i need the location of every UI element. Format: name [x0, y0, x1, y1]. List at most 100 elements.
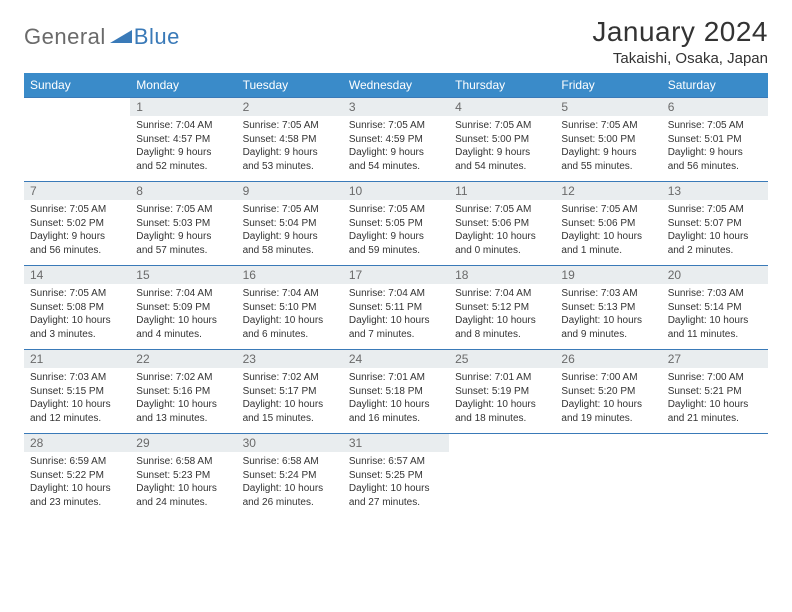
- sunset-text: Sunset: 5:21 PM: [668, 385, 762, 399]
- calendar-cell: .: [555, 434, 661, 518]
- sunrise-text: Sunrise: 7:05 AM: [455, 203, 549, 217]
- daylight-line1: Daylight: 10 hours: [455, 398, 549, 412]
- sunset-text: Sunset: 5:06 PM: [561, 217, 655, 231]
- day-body: Sunrise: 7:04 AMSunset: 5:12 PMDaylight:…: [449, 284, 555, 349]
- daylight-line1: Daylight: 9 hours: [243, 146, 337, 160]
- day-number: 22: [130, 350, 236, 368]
- daylight-line2: and 19 minutes.: [561, 412, 655, 426]
- calendar-cell: 18Sunrise: 7:04 AMSunset: 5:12 PMDayligh…: [449, 266, 555, 350]
- day-body: Sunrise: 7:03 AMSunset: 5:13 PMDaylight:…: [555, 284, 661, 349]
- calendar-cell: 31Sunrise: 6:57 AMSunset: 5:25 PMDayligh…: [343, 434, 449, 518]
- sunset-text: Sunset: 5:15 PM: [30, 385, 124, 399]
- day-number: 17: [343, 266, 449, 284]
- day-body: Sunrise: 7:05 AMSunset: 4:59 PMDaylight:…: [343, 116, 449, 181]
- calendar-week-row: 14Sunrise: 7:05 AMSunset: 5:08 PMDayligh…: [24, 266, 768, 350]
- sunrise-text: Sunrise: 7:04 AM: [136, 119, 230, 133]
- triangle-icon: [110, 27, 132, 48]
- day-body: Sunrise: 7:01 AMSunset: 5:19 PMDaylight:…: [449, 368, 555, 433]
- calendar-cell: 26Sunrise: 7:00 AMSunset: 5:20 PMDayligh…: [555, 350, 661, 434]
- calendar-cell: 20Sunrise: 7:03 AMSunset: 5:14 PMDayligh…: [662, 266, 768, 350]
- sunrise-text: Sunrise: 6:58 AM: [243, 455, 337, 469]
- sunrise-text: Sunrise: 7:03 AM: [561, 287, 655, 301]
- daylight-line2: and 8 minutes.: [455, 328, 549, 342]
- day-body: Sunrise: 6:58 AMSunset: 5:24 PMDaylight:…: [237, 452, 343, 517]
- day-body: Sunrise: 6:59 AMSunset: 5:22 PMDaylight:…: [24, 452, 130, 517]
- sunset-text: Sunset: 5:23 PM: [136, 469, 230, 483]
- daylight-line1: Daylight: 10 hours: [243, 482, 337, 496]
- sunrise-text: Sunrise: 7:05 AM: [455, 119, 549, 133]
- daylight-line1: Daylight: 10 hours: [455, 314, 549, 328]
- location: Takaishi, Osaka, Japan: [592, 50, 768, 67]
- day-body: Sunrise: 7:02 AMSunset: 5:16 PMDaylight:…: [130, 368, 236, 433]
- sunrise-text: Sunrise: 7:01 AM: [455, 371, 549, 385]
- calendar-cell: 4Sunrise: 7:05 AMSunset: 5:00 PMDaylight…: [449, 98, 555, 182]
- calendar-cell: 23Sunrise: 7:02 AMSunset: 5:17 PMDayligh…: [237, 350, 343, 434]
- day-number: 30: [237, 434, 343, 452]
- calendar-cell: 12Sunrise: 7:05 AMSunset: 5:06 PMDayligh…: [555, 182, 661, 266]
- daylight-line2: and 15 minutes.: [243, 412, 337, 426]
- calendar-cell: .: [24, 98, 130, 182]
- daylight-line2: and 7 minutes.: [349, 328, 443, 342]
- day-number: 25: [449, 350, 555, 368]
- calendar-body: .1Sunrise: 7:04 AMSunset: 4:57 PMDayligh…: [24, 98, 768, 518]
- daylight-line1: Daylight: 9 hours: [349, 146, 443, 160]
- sunrise-text: Sunrise: 6:59 AM: [30, 455, 124, 469]
- daylight-line2: and 16 minutes.: [349, 412, 443, 426]
- day-number: 31: [343, 434, 449, 452]
- calendar-cell: 25Sunrise: 7:01 AMSunset: 5:19 PMDayligh…: [449, 350, 555, 434]
- day-number: 3: [343, 98, 449, 116]
- day-body: Sunrise: 7:05 AMSunset: 5:03 PMDaylight:…: [130, 200, 236, 265]
- day-body: Sunrise: 7:05 AMSunset: 5:06 PMDaylight:…: [555, 200, 661, 265]
- logo-text-blue: Blue: [134, 24, 180, 50]
- daylight-line1: Daylight: 9 hours: [349, 230, 443, 244]
- sunset-text: Sunset: 5:25 PM: [349, 469, 443, 483]
- weekday-sunday: Sunday: [24, 73, 130, 98]
- daylight-line1: Daylight: 10 hours: [561, 230, 655, 244]
- sunrise-text: Sunrise: 7:04 AM: [136, 287, 230, 301]
- day-number: 12: [555, 182, 661, 200]
- sunset-text: Sunset: 5:11 PM: [349, 301, 443, 315]
- day-number: 28: [24, 434, 130, 452]
- calendar-cell: 27Sunrise: 7:00 AMSunset: 5:21 PMDayligh…: [662, 350, 768, 434]
- daylight-line1: Daylight: 10 hours: [243, 398, 337, 412]
- day-number: 15: [130, 266, 236, 284]
- daylight-line1: Daylight: 10 hours: [668, 314, 762, 328]
- calendar-cell: 8Sunrise: 7:05 AMSunset: 5:03 PMDaylight…: [130, 182, 236, 266]
- daylight-line2: and 52 minutes.: [136, 160, 230, 174]
- daylight-line2: and 54 minutes.: [349, 160, 443, 174]
- calendar-week-row: 28Sunrise: 6:59 AMSunset: 5:22 PMDayligh…: [24, 434, 768, 518]
- sunrise-text: Sunrise: 6:57 AM: [349, 455, 443, 469]
- calendar-cell: 2Sunrise: 7:05 AMSunset: 4:58 PMDaylight…: [237, 98, 343, 182]
- daylight-line2: and 0 minutes.: [455, 244, 549, 258]
- daylight-line2: and 27 minutes.: [349, 496, 443, 510]
- day-body: Sunrise: 7:05 AMSunset: 4:58 PMDaylight:…: [237, 116, 343, 181]
- calendar-table: Sunday Monday Tuesday Wednesday Thursday…: [24, 73, 768, 517]
- daylight-line1: Daylight: 10 hours: [30, 314, 124, 328]
- logo: General Blue: [24, 24, 180, 50]
- day-body: Sunrise: 7:03 AMSunset: 5:15 PMDaylight:…: [24, 368, 130, 433]
- sunset-text: Sunset: 5:03 PM: [136, 217, 230, 231]
- day-body: Sunrise: 6:57 AMSunset: 5:25 PMDaylight:…: [343, 452, 449, 517]
- day-body: Sunrise: 7:05 AMSunset: 5:07 PMDaylight:…: [662, 200, 768, 265]
- calendar-cell: 1Sunrise: 7:04 AMSunset: 4:57 PMDaylight…: [130, 98, 236, 182]
- daylight-line1: Daylight: 9 hours: [136, 230, 230, 244]
- sunset-text: Sunset: 5:00 PM: [561, 133, 655, 147]
- day-number: 11: [449, 182, 555, 200]
- sunset-text: Sunset: 5:04 PM: [243, 217, 337, 231]
- day-number: 5: [555, 98, 661, 116]
- day-number: 16: [237, 266, 343, 284]
- calendar-cell: 11Sunrise: 7:05 AMSunset: 5:06 PMDayligh…: [449, 182, 555, 266]
- sunrise-text: Sunrise: 7:05 AM: [668, 203, 762, 217]
- sunrise-text: Sunrise: 7:03 AM: [30, 371, 124, 385]
- daylight-line2: and 4 minutes.: [136, 328, 230, 342]
- day-body: Sunrise: 7:00 AMSunset: 5:21 PMDaylight:…: [662, 368, 768, 433]
- day-number: 26: [555, 350, 661, 368]
- daylight-line1: Daylight: 10 hours: [455, 230, 549, 244]
- daylight-line2: and 53 minutes.: [243, 160, 337, 174]
- weekday-thursday: Thursday: [449, 73, 555, 98]
- day-body: Sunrise: 7:04 AMSunset: 4:57 PMDaylight:…: [130, 116, 236, 181]
- calendar-week-row: 21Sunrise: 7:03 AMSunset: 5:15 PMDayligh…: [24, 350, 768, 434]
- calendar-cell: 30Sunrise: 6:58 AMSunset: 5:24 PMDayligh…: [237, 434, 343, 518]
- daylight-line1: Daylight: 9 hours: [561, 146, 655, 160]
- title-block: January 2024 Takaishi, Osaka, Japan: [592, 16, 768, 67]
